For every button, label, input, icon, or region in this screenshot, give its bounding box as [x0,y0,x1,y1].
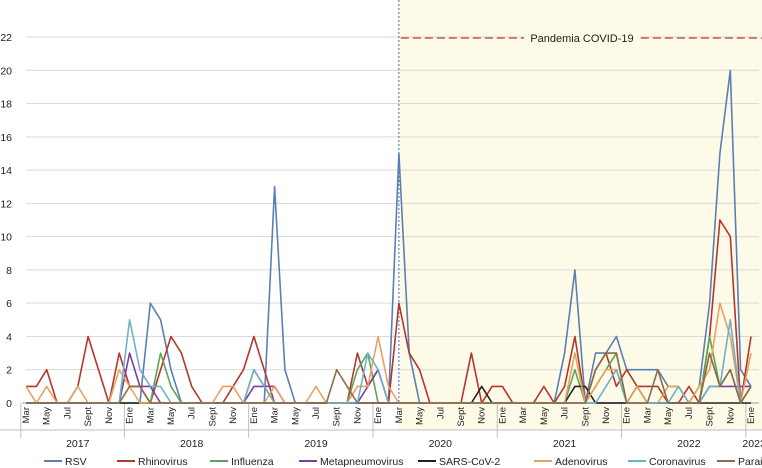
x-tick-label: May [166,407,177,425]
x-tick-label: May [663,407,674,425]
x-tick-label: Ene [746,407,757,424]
x-tick-label: Mar [394,407,405,423]
y-tick-label: 12 [0,198,12,210]
y-tick-label: 6 [6,298,12,310]
x-tick-label: Nov [601,407,612,424]
x-tick-label: Jul [560,407,571,419]
legend-label: Influenza [231,456,274,468]
pandemic-annotation: Pandemia COVID-19 [530,33,633,45]
y-tick-label: 22 [0,32,12,44]
x-tick-label: Nov [725,407,736,424]
year-label: 2017 [66,438,90,450]
year-label: 2018 [180,438,204,450]
year-label: 2022 [677,438,701,450]
x-tick-label: Jul [187,407,198,419]
pandemic-shade [398,0,762,430]
x-tick-label: Jul [311,407,322,419]
y-tick-label: 18 [0,99,12,111]
year-label: 2023 [742,438,762,450]
legend-label: Rhinovirus [138,456,188,468]
year-label: 2019 [304,438,328,450]
x-tick-label: Jul [684,407,695,419]
y-axis-ticks: 0 2 4 6 8 10 12 14 16 18 20 22 [0,32,12,410]
series-lines [25,69,752,404]
y-tick-label: 4 [6,331,12,343]
x-axis-ticks: Mar May Jul Sept Nov Ene Mar May Jul Sept Nov Ene Ma… [21,407,757,427]
x-tick-label: Nov [104,407,115,424]
x-tick-label: Mar [270,407,281,423]
x-tick-label: Mar [518,407,529,423]
legend-label: Adenovirus [555,456,608,468]
x-tick-label: Sept [456,407,467,427]
x-tick-label: Ene [373,407,384,424]
x-tick-label: Mar [642,407,653,423]
series-line-parainfluenza [26,352,752,404]
x-tick-label: May [290,407,301,425]
y-tick-label: 14 [0,165,12,177]
legend-label: Parainfluenza [738,456,762,468]
legend: RSV Rhinovirus Influenza Metapneumovirus SAR… [44,456,762,468]
x-tick-label: Mar [21,407,32,423]
legend-label: RSV [65,456,87,468]
y-tick-label: 10 [0,232,12,244]
x-tick-label: Sept [207,407,218,427]
y-tick-label: 16 [0,132,12,144]
x-tick-label: Sept [580,407,591,427]
y-tick-label: 2 [6,365,12,377]
y-tick-label: 0 [6,398,12,410]
x-tick-label: May [539,407,550,425]
x-tick-label: May [42,407,53,425]
x-tick-label: Sept [83,407,94,427]
x-tick-label: Jul [435,407,446,419]
year-label: 2020 [429,438,453,450]
x-tick-label: Ene [497,407,508,424]
annotation-background [524,30,640,46]
year-label: 2021 [553,438,577,450]
x-tick-label: Nov [477,407,488,424]
year-labels: 2017 2018 2019 2020 2021 2022 2023 [0,403,762,450]
x-tick-label: Ene [249,407,260,424]
x-tick-label: Nov [352,407,363,424]
x-tick-label: Nov [228,407,239,424]
x-tick-label: May [415,407,426,425]
legend-label: SARS-CoV-2 [439,456,500,468]
y-tick-label: 8 [6,265,12,277]
legend-label: Metapneumovirus [320,456,403,468]
y-tick-label: 20 [0,65,12,77]
x-tick-label: Mar [145,407,156,423]
x-tick-label: Sept [705,407,716,427]
x-tick-label: Jul [62,407,73,419]
x-tick-label: Ene [622,407,633,424]
x-tick-label: Ene [125,407,136,424]
legend-label: Coronavirus [649,456,706,468]
x-tick-label: Sept [332,407,343,427]
series-line-adenovirus [25,302,752,404]
